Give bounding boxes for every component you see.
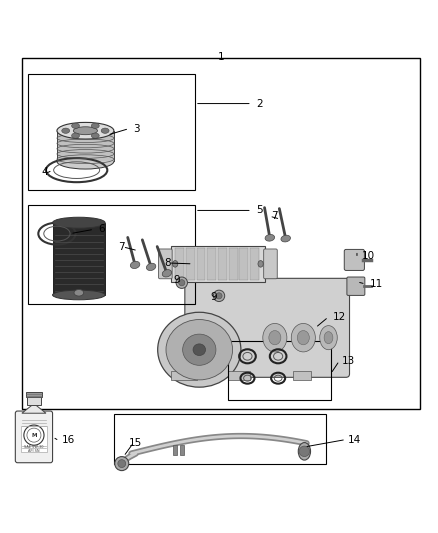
Ellipse shape [101, 128, 109, 133]
Bar [175, 248, 184, 280]
Text: 13: 13 [342, 356, 355, 366]
Ellipse shape [62, 128, 70, 133]
Ellipse shape [131, 261, 140, 269]
Text: 8: 8 [164, 258, 171, 268]
FancyBboxPatch shape [264, 249, 277, 279]
Bar [28, 205, 195, 304]
Circle shape [216, 293, 222, 299]
Ellipse shape [281, 235, 290, 242]
Bar [27, 398, 40, 405]
Bar [21, 426, 47, 452]
Ellipse shape [291, 324, 315, 352]
Bar [229, 248, 237, 280]
Bar [218, 248, 227, 280]
Bar [239, 248, 248, 280]
Ellipse shape [146, 263, 156, 271]
Ellipse shape [73, 127, 97, 135]
Bar [53, 223, 105, 295]
Bar [114, 414, 326, 464]
Text: 9: 9 [173, 274, 180, 285]
Text: 6: 6 [99, 224, 105, 235]
Bar [28, 74, 195, 190]
Ellipse shape [57, 123, 114, 139]
Text: 4: 4 [42, 167, 48, 177]
Text: M: M [31, 433, 37, 438]
Bar [207, 248, 216, 280]
Bar [22, 59, 420, 409]
Polygon shape [22, 405, 46, 413]
Ellipse shape [297, 330, 309, 345]
Text: SAE 5W-30: SAE 5W-30 [24, 445, 44, 449]
Ellipse shape [183, 334, 216, 365]
Ellipse shape [265, 235, 275, 241]
Ellipse shape [173, 261, 178, 267]
Ellipse shape [166, 320, 233, 380]
Circle shape [179, 280, 185, 286]
Bar [186, 248, 195, 280]
Text: 1: 1 [218, 52, 225, 62]
Bar [171, 246, 265, 282]
FancyBboxPatch shape [347, 277, 365, 295]
Text: 15: 15 [129, 438, 142, 448]
Text: 7: 7 [272, 211, 278, 221]
FancyBboxPatch shape [185, 278, 350, 377]
Bar [180, 445, 184, 455]
FancyBboxPatch shape [344, 249, 364, 270]
Bar [171, 371, 197, 381]
Text: 3: 3 [134, 124, 140, 134]
Bar [228, 371, 250, 381]
FancyBboxPatch shape [15, 411, 53, 463]
Text: 5: 5 [256, 205, 263, 215]
Text: 2: 2 [256, 99, 263, 109]
Circle shape [115, 457, 129, 471]
Circle shape [213, 290, 225, 302]
Text: 11: 11 [370, 279, 383, 289]
Text: 14: 14 [348, 434, 361, 445]
Ellipse shape [92, 133, 99, 138]
Ellipse shape [324, 332, 333, 344]
Ellipse shape [298, 442, 311, 460]
Circle shape [176, 277, 187, 288]
Bar [293, 371, 311, 381]
Text: 16: 16 [61, 434, 74, 445]
Ellipse shape [57, 154, 114, 169]
Bar [250, 248, 259, 280]
Bar [26, 392, 42, 398]
Circle shape [118, 459, 126, 467]
Ellipse shape [193, 344, 205, 356]
Ellipse shape [71, 133, 79, 138]
Text: 12: 12 [333, 312, 346, 322]
Ellipse shape [72, 123, 80, 128]
Ellipse shape [74, 289, 84, 296]
Text: 7: 7 [118, 242, 125, 252]
Ellipse shape [263, 324, 287, 352]
Ellipse shape [269, 330, 281, 345]
Ellipse shape [320, 326, 337, 350]
Text: 10: 10 [361, 251, 374, 261]
Ellipse shape [258, 261, 263, 267]
Ellipse shape [92, 123, 99, 128]
Ellipse shape [53, 290, 105, 300]
FancyBboxPatch shape [159, 249, 172, 279]
Bar [197, 248, 205, 280]
Ellipse shape [53, 217, 105, 228]
Bar [228, 341, 331, 400]
Ellipse shape [158, 312, 241, 387]
Circle shape [299, 446, 310, 457]
Bar [57, 131, 114, 161]
Text: API SN: API SN [28, 449, 40, 453]
Ellipse shape [162, 270, 172, 277]
Bar [173, 445, 177, 455]
Text: 9: 9 [210, 292, 217, 302]
